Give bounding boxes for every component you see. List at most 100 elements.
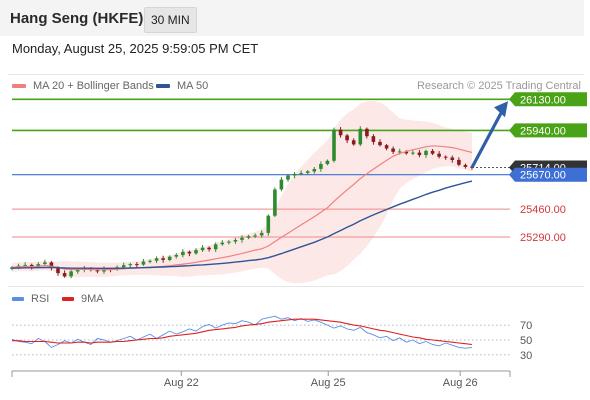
level-label-resistance: 26130.00 xyxy=(520,94,566,106)
candle-body xyxy=(36,264,41,267)
rsi-swatch xyxy=(12,297,24,301)
forecast-arrow-shaft xyxy=(470,110,504,169)
candle-body xyxy=(174,255,179,257)
candle-body xyxy=(286,175,290,180)
candle-body xyxy=(443,156,448,158)
candle-body xyxy=(29,264,34,267)
x-tick-label: Aug 22 xyxy=(164,377,199,389)
x-tick-label: Aug 26 xyxy=(443,377,478,389)
candle-body xyxy=(319,164,323,169)
candle-body xyxy=(397,151,402,153)
legend-ma50: MA 50 xyxy=(156,80,208,92)
candle-body xyxy=(411,152,415,154)
candle-body xyxy=(358,128,363,145)
candle-body xyxy=(141,261,146,265)
level-label-pivot: 25670.00 xyxy=(520,170,566,182)
candle-body xyxy=(404,151,409,154)
rsi-ma-line xyxy=(12,318,473,346)
candle-body xyxy=(200,247,205,251)
candle-body xyxy=(273,189,277,216)
candle-body xyxy=(450,157,455,160)
rsi-line xyxy=(11,315,473,349)
candle-body xyxy=(325,160,330,165)
level-label-support: 25290.00 xyxy=(520,232,566,244)
candle-body xyxy=(246,236,251,238)
candle-body xyxy=(56,268,60,274)
candle-body xyxy=(69,271,73,277)
header-band xyxy=(0,0,584,36)
rsi-tick-label: 50 xyxy=(520,335,532,347)
legend-ma50-label: MA 50 xyxy=(177,80,209,92)
candle-body xyxy=(213,244,218,250)
ma20-swatch xyxy=(12,84,26,88)
candle-body xyxy=(227,241,231,243)
level-label-support: 25460.00 xyxy=(520,204,566,216)
candle-body xyxy=(167,256,172,260)
candle-body xyxy=(384,145,389,149)
candle-body xyxy=(233,240,238,242)
ma50-swatch xyxy=(156,84,170,88)
level-tag-resistance xyxy=(509,92,587,107)
candle-body xyxy=(75,269,80,272)
candle-body xyxy=(299,173,303,175)
x-tick-label: Aug 25 xyxy=(311,377,346,389)
chart-title: Hang Seng (HKFE) xyxy=(10,10,144,27)
legend-ma20: MA 20 + Bollinger Bands xyxy=(12,80,154,92)
candle-body xyxy=(430,150,435,154)
rsi-panel xyxy=(8,286,584,379)
level-tag-pivot xyxy=(509,167,587,182)
candle-body xyxy=(240,237,244,240)
candle-body xyxy=(161,258,165,260)
candle-body xyxy=(312,169,317,172)
candle-body xyxy=(49,262,54,269)
candle-body xyxy=(457,159,461,165)
timestamp: Monday, August 25, 2025 9:59:05 PM CET xyxy=(12,41,259,56)
candle-body xyxy=(424,150,428,155)
candle-body xyxy=(207,247,211,250)
candle-body xyxy=(365,128,369,137)
candle-body xyxy=(371,136,376,142)
candle-body xyxy=(148,260,152,262)
rsi-tick-label: 70 xyxy=(520,320,532,332)
candle-body xyxy=(332,129,336,161)
ma9-swatch xyxy=(62,297,74,301)
rsi-tick-label: 30 xyxy=(520,350,532,362)
interval-button[interactable]: 30 MIN xyxy=(144,7,197,33)
watermark: Research © 2025 Trading Central xyxy=(416,80,581,92)
candle-body xyxy=(187,251,192,254)
price-panel xyxy=(8,74,584,285)
candle-body xyxy=(62,273,67,277)
legend-ma20-label: MA 20 + Bollinger Bands xyxy=(33,80,154,92)
ma50-line xyxy=(11,180,473,269)
candle-body xyxy=(266,215,271,233)
legend-9ma: 9MA xyxy=(62,293,104,305)
candle-body xyxy=(259,232,264,236)
legend-rsi-label: RSI xyxy=(31,293,50,305)
candle-body xyxy=(417,152,422,156)
candle-body xyxy=(194,250,198,254)
candle-body xyxy=(279,179,284,190)
candle-body xyxy=(135,264,139,266)
candle-body xyxy=(102,269,106,272)
candle-body xyxy=(154,258,159,261)
ma20-line xyxy=(11,145,473,271)
candle-body xyxy=(378,141,382,146)
candle-body xyxy=(121,265,126,268)
candle-body xyxy=(95,270,100,272)
candle-body xyxy=(220,242,225,245)
candle-body xyxy=(351,140,356,145)
legend-rsi: RSI xyxy=(12,293,49,305)
candle-body xyxy=(437,153,441,157)
level-label-resistance: 25940.00 xyxy=(520,125,566,137)
candle-body xyxy=(391,148,395,152)
candle-body xyxy=(181,251,185,256)
candle-body xyxy=(43,262,47,264)
forecast-arrow-head xyxy=(494,101,508,118)
candle-body xyxy=(23,264,27,266)
candle-body xyxy=(305,171,310,173)
legend-9ma-label: 9MA xyxy=(81,293,104,305)
bollinger-band xyxy=(12,100,472,284)
candle-body xyxy=(463,164,468,167)
candle-body xyxy=(253,235,257,237)
